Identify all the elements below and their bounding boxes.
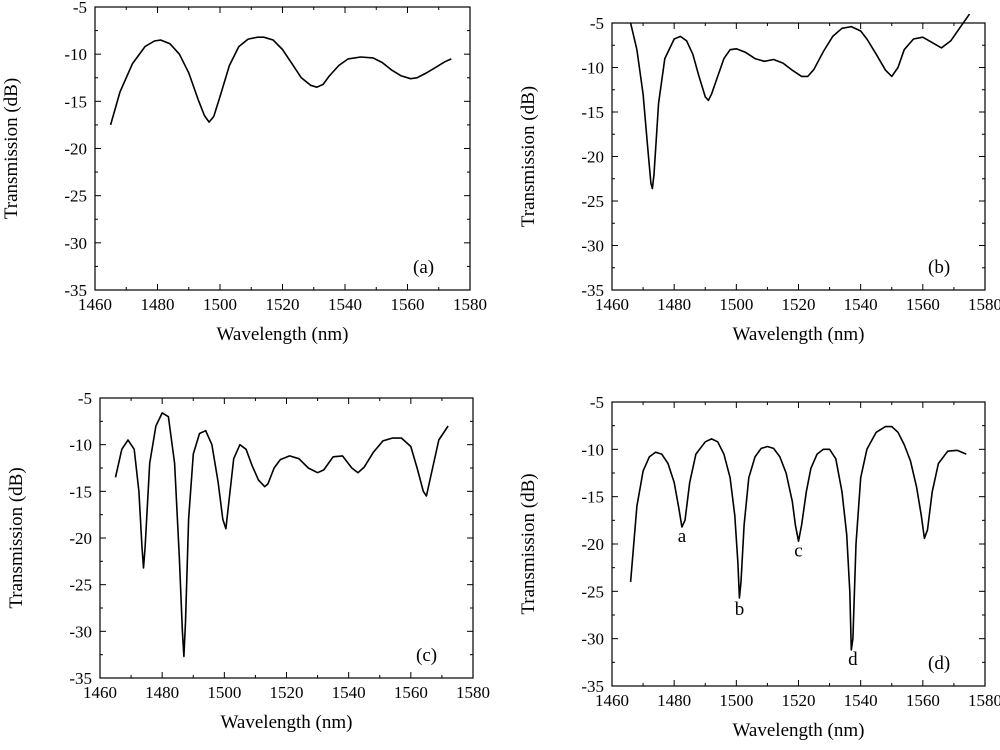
y-tick-label: -35 [64,281,87,300]
panel-c: 1460 1480 1500 1520 1540 1560 1580 -5 -10 -15 -20 -… [6,389,490,733]
y-tick-label: -35 [581,677,604,696]
y-axis-title: Transmission (dB) [518,86,539,227]
x-tick-label: 1520 [782,295,816,314]
x-tick-label: 1560 [391,295,425,314]
y-tick-label: -5 [78,389,92,408]
y-tick-label: -15 [69,482,92,501]
y-tick-label: -10 [581,440,604,459]
panel-d: 1460 1480 1500 1520 1540 1560 1580 -5 -10 -15 -20 -… [518,393,1000,741]
panel-b: 1460 1480 1500 1520 1540 1560 1580 -5 -10 -15 -20 -… [518,13,1000,345]
x-tick-label: 1540 [328,295,362,314]
y-tick-label: -30 [581,630,604,649]
x-tick-label: 1500 [719,295,753,314]
panel-a: 1460 1480 1500 1520 1540 1560 1580 -5 -10 -15 -20 -… [1,0,487,345]
y-axis-title: Transmission (dB) [1,78,22,219]
x-tick-label: 1540 [844,295,878,314]
y-tick-label: -5 [73,0,87,17]
x-tick-label: 1480 [141,295,175,314]
x-tick-label: 1500 [207,683,241,702]
x-tick-label: 1460 [595,295,629,314]
y-tick-label: -10 [64,45,87,64]
y-tick-label: -20 [581,148,604,167]
x-tick-label: 1460 [83,683,117,702]
x-tick-label: 1540 [332,683,366,702]
x-tick-label: 1480 [657,691,691,710]
series-line [114,412,449,658]
x-tick-label: 1560 [906,295,940,314]
y-tick-label: -15 [64,92,87,111]
x-axis-title: Wavelength (nm) [733,720,865,741]
y-tick-label: -20 [581,535,604,554]
x-tick-label: 1480 [657,295,691,314]
x-tick-label: 1460 [595,691,629,710]
y-tick-label: -20 [64,140,87,159]
y-tick-label: -5 [590,393,604,412]
series-line [109,36,452,126]
x-tick-label: 1520 [782,691,816,710]
x-tick-label: 1580 [456,683,490,702]
x-tick-label: 1580 [453,295,487,314]
y-tick-label: -25 [64,187,87,206]
x-tick-label: 1500 [203,295,237,314]
x-tick-label: 1540 [844,691,878,710]
panel-label: (c) [416,645,437,666]
y-tick-label: -25 [69,576,92,595]
series-line [629,13,971,190]
y-tick-label: -25 [581,582,604,601]
y-tick-label: -20 [69,529,92,548]
y-tick-label: -30 [581,237,604,256]
plot-frame [611,22,986,291]
dip-annotation-b: b [735,599,745,620]
y-tick-label: -30 [69,622,92,641]
panel-label: (d) [928,653,950,674]
panel-label: (a) [413,257,434,278]
y-tick-label: -15 [581,103,604,122]
panel-label: (b) [928,257,950,278]
y-tick-label: -10 [581,59,604,78]
dip-annotation-a: a [678,526,687,547]
y-tick-label: -30 [64,234,87,253]
y-tick-label: -25 [581,192,604,211]
series-line [629,425,967,651]
y-tick-label: -5 [590,14,604,33]
x-tick-label: 1580 [968,691,1000,710]
dip-annotation-d: d [848,649,858,670]
y-tick-label: -10 [69,436,92,455]
y-axis-title: Transmission (dB) [6,467,27,608]
plot-frame [99,397,474,679]
x-axis-title: Wavelength (nm) [221,712,353,733]
y-axis-title: Transmission (dB) [518,473,539,614]
y-tick-label: -35 [69,669,92,688]
x-tick-label: 1520 [270,683,304,702]
x-axis-title: Wavelength (nm) [733,324,865,345]
x-tick-label: 1460 [78,295,112,314]
dip-annotation-c: c [794,540,802,561]
y-tick-label: -35 [581,281,604,300]
x-axis-title: Wavelength (nm) [217,324,349,345]
x-tick-label: 1580 [968,295,1000,314]
x-tick-label: 1560 [906,691,940,710]
x-tick-label: 1500 [719,691,753,710]
x-tick-label: 1560 [394,683,428,702]
x-tick-label: 1480 [145,683,179,702]
y-tick-label: -15 [581,488,604,507]
x-tick-label: 1520 [266,295,300,314]
